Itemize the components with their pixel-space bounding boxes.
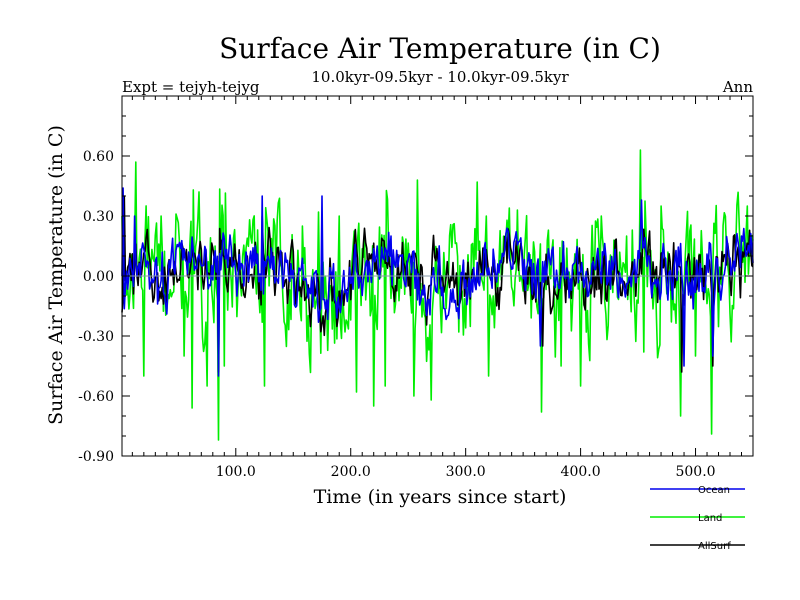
x-tick-label: 500.0 (675, 464, 715, 480)
x-tick-label: 300.0 (446, 464, 486, 480)
chart-title: Surface Air Temperature (in C) (219, 32, 661, 65)
x-axis-label: Time (in years since start) (314, 486, 567, 508)
y-tick-label: 0.00 (83, 269, 114, 285)
y-tick-label: -0.90 (78, 449, 114, 465)
y-tick-label: -0.60 (78, 389, 114, 405)
experiment-label: Expt = tejyh-tejyg (122, 78, 260, 96)
series-line-ocean (121, 187, 754, 377)
y-tick-label: -0.30 (78, 329, 114, 345)
x-tick-label: 100.0 (216, 464, 256, 480)
legend-label: AllSurf (698, 541, 731, 552)
chart-subtitle: 10.0kyr-09.5kyr - 10.0kyr-09.5kyr (311, 68, 569, 86)
x-tick-label: 200.0 (331, 464, 371, 480)
series-layer (121, 149, 754, 441)
legend-label: Land (698, 513, 722, 524)
y-tick-label: 0.30 (83, 209, 114, 225)
x-tick-label: 400.0 (561, 464, 601, 480)
legend: Ocean Land AllSurf (650, 485, 745, 552)
y-axis-label: Surface Air Temperature (in C) (45, 125, 67, 425)
y-tick-label: 0.60 (83, 149, 114, 165)
legend-label: Ocean (698, 485, 730, 496)
ticks-layer: 100.0 200.0 300.0 400.0 500.0 -0.90 -0.60 -0.30… (78, 95, 753, 480)
season-label: Ann (722, 78, 753, 96)
series-line-allsurf (121, 195, 754, 373)
